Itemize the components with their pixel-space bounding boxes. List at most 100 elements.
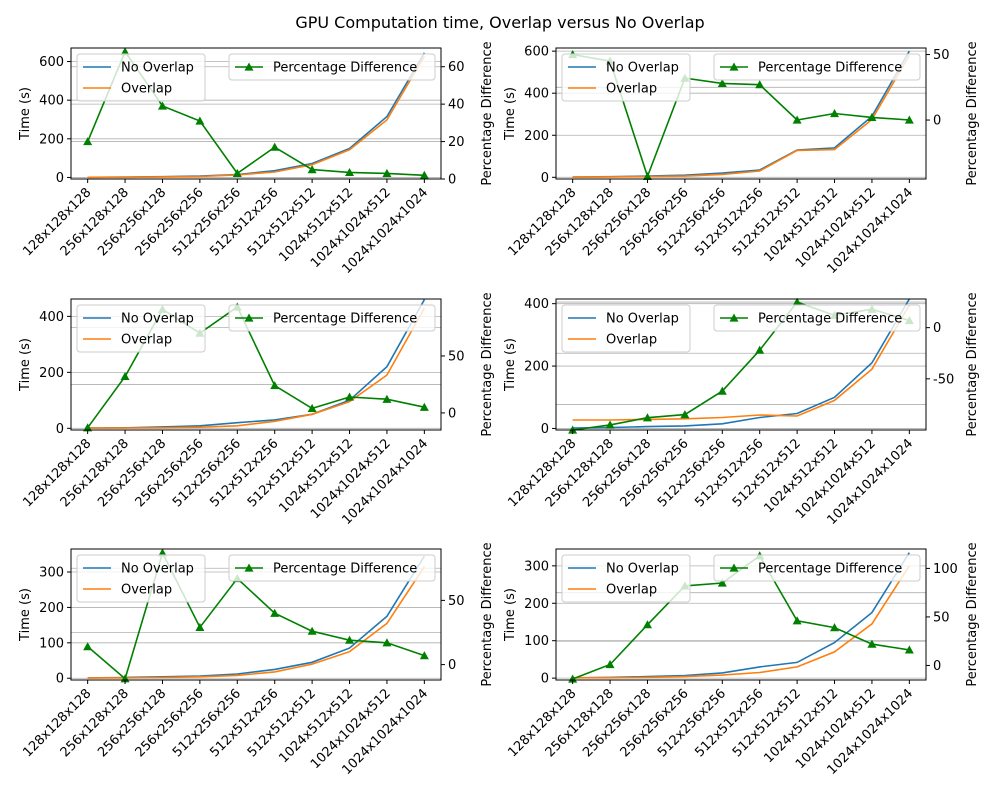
- legend-label: Overlap: [606, 333, 657, 348]
- y2-axis-label: Percentage Difference: [480, 41, 495, 185]
- legend-label: No Overlap: [606, 61, 679, 76]
- y-tick-label: 400: [39, 94, 64, 109]
- legend-marker: [244, 313, 254, 322]
- series-line-overlap: [572, 54, 910, 178]
- y2-tick-label: 0: [448, 406, 456, 421]
- subplot-4: 0200400-500128x128x128256x128x128256x256…: [503, 292, 980, 528]
- y-tick-label: 0: [541, 171, 549, 186]
- legend-marker: [244, 563, 254, 572]
- data-point: [680, 410, 690, 419]
- y2-tick-label: 50: [448, 594, 465, 609]
- y-axis-label: Time (s): [503, 588, 518, 642]
- series-line-overlap: [87, 307, 426, 429]
- y2-tick-label: 50: [933, 48, 950, 63]
- data-point: [605, 420, 615, 429]
- data-point: [830, 109, 840, 118]
- legend-box: [228, 53, 436, 81]
- data-point: [120, 371, 130, 381]
- axes-frame: [555, 47, 927, 180]
- data-point: [307, 165, 317, 174]
- legend-label: No Overlap: [121, 61, 194, 76]
- legend-label: No Overlap: [606, 562, 679, 577]
- data-point: [195, 622, 205, 631]
- y2-tick-label: 0: [448, 173, 456, 188]
- data-point: [307, 403, 317, 412]
- legend-label: Percentage Difference: [273, 61, 417, 76]
- series-line-percentage-difference: [572, 53, 910, 179]
- y2-tick-label: 60: [448, 60, 465, 75]
- axes-frame: [70, 548, 442, 681]
- series-line-no-overlap: [572, 298, 910, 429]
- legend-marker: [244, 62, 254, 71]
- y2-axis-label: Percentage Difference: [965, 292, 980, 436]
- legend-label: Percentage Difference: [758, 61, 902, 76]
- axes-frame: [555, 298, 927, 431]
- y-tick-label: 600: [524, 45, 549, 60]
- legend-label: Overlap: [121, 583, 172, 598]
- legend-label: No Overlap: [606, 312, 679, 327]
- data-point: [120, 47, 130, 56]
- data-point: [345, 635, 355, 644]
- legend-marker: [729, 62, 739, 71]
- y-tick-label: 400: [39, 310, 64, 325]
- y2-tick-label: 50: [933, 610, 950, 625]
- data-point: [792, 297, 802, 306]
- data-point: [419, 651, 429, 660]
- y-tick-label: 100: [39, 636, 64, 651]
- y2-tick-label: 100: [933, 562, 958, 577]
- data-point: [232, 168, 242, 177]
- series-line-overlap: [87, 55, 426, 179]
- data-point: [83, 642, 93, 651]
- y-tick-label: 200: [39, 132, 64, 147]
- data-point: [717, 78, 727, 87]
- y2-axis-label: Percentage Difference: [480, 292, 495, 436]
- data-point: [270, 381, 280, 390]
- data-point: [382, 394, 392, 403]
- y-tick-label: 100: [524, 634, 549, 649]
- legend-label: Percentage Difference: [273, 562, 417, 577]
- data-point: [717, 386, 727, 395]
- y-tick-label: 0: [56, 672, 64, 687]
- y-tick-label: 0: [56, 422, 64, 437]
- legend-left: No Overlap Overlap: [76, 554, 206, 603]
- legend-box: [228, 304, 436, 332]
- series-line-overlap: [572, 565, 910, 679]
- legend-box: [76, 304, 206, 353]
- y2-axis-label: Percentage Difference: [965, 41, 980, 185]
- y-tick-label: 200: [524, 360, 549, 375]
- y-tick-label: 400: [524, 297, 549, 312]
- y2-axis-label: Percentage Difference: [965, 542, 980, 686]
- legend-marker: [729, 313, 739, 322]
- data-point: [830, 623, 840, 632]
- data-point: [755, 80, 765, 89]
- y-tick-label: 0: [56, 171, 64, 186]
- legend-left: No Overlap Overlap: [561, 554, 691, 603]
- y-tick-label: 200: [39, 366, 64, 381]
- data-point: [568, 674, 578, 683]
- y-tick-label: 200: [524, 129, 549, 144]
- legend-left: No Overlap Overlap: [76, 304, 206, 353]
- legend-right: Percentage Difference: [713, 554, 921, 582]
- legend-box: [713, 304, 921, 332]
- legend-left: No Overlap Overlap: [561, 53, 691, 102]
- axes-frame: [70, 47, 442, 180]
- legend-right: Percentage Difference: [228, 304, 436, 332]
- legend-label: Overlap: [606, 82, 657, 97]
- data-point: [307, 626, 317, 635]
- legend-right: Percentage Difference: [713, 304, 921, 332]
- y-tick-label: 300: [524, 559, 549, 574]
- y-tick-label: 300: [39, 566, 64, 581]
- data-point: [157, 548, 167, 557]
- data-point: [419, 170, 429, 179]
- y-axis-label: Time (s): [18, 87, 33, 141]
- legend-label: No Overlap: [121, 562, 194, 577]
- data-point: [755, 345, 765, 354]
- legend-label: Overlap: [121, 82, 172, 97]
- subplot-2: 0200400600050128x128x128256x128x128256x2…: [503, 41, 980, 277]
- subplot-6: 0100200300050100128x128x128256x128x12825…: [503, 542, 980, 778]
- legend-box: [561, 53, 691, 102]
- y-tick-label: 400: [524, 87, 549, 102]
- y-tick-label: 0: [541, 422, 549, 437]
- y2-tick-label: 0: [933, 659, 941, 674]
- legend-label: Overlap: [121, 333, 172, 348]
